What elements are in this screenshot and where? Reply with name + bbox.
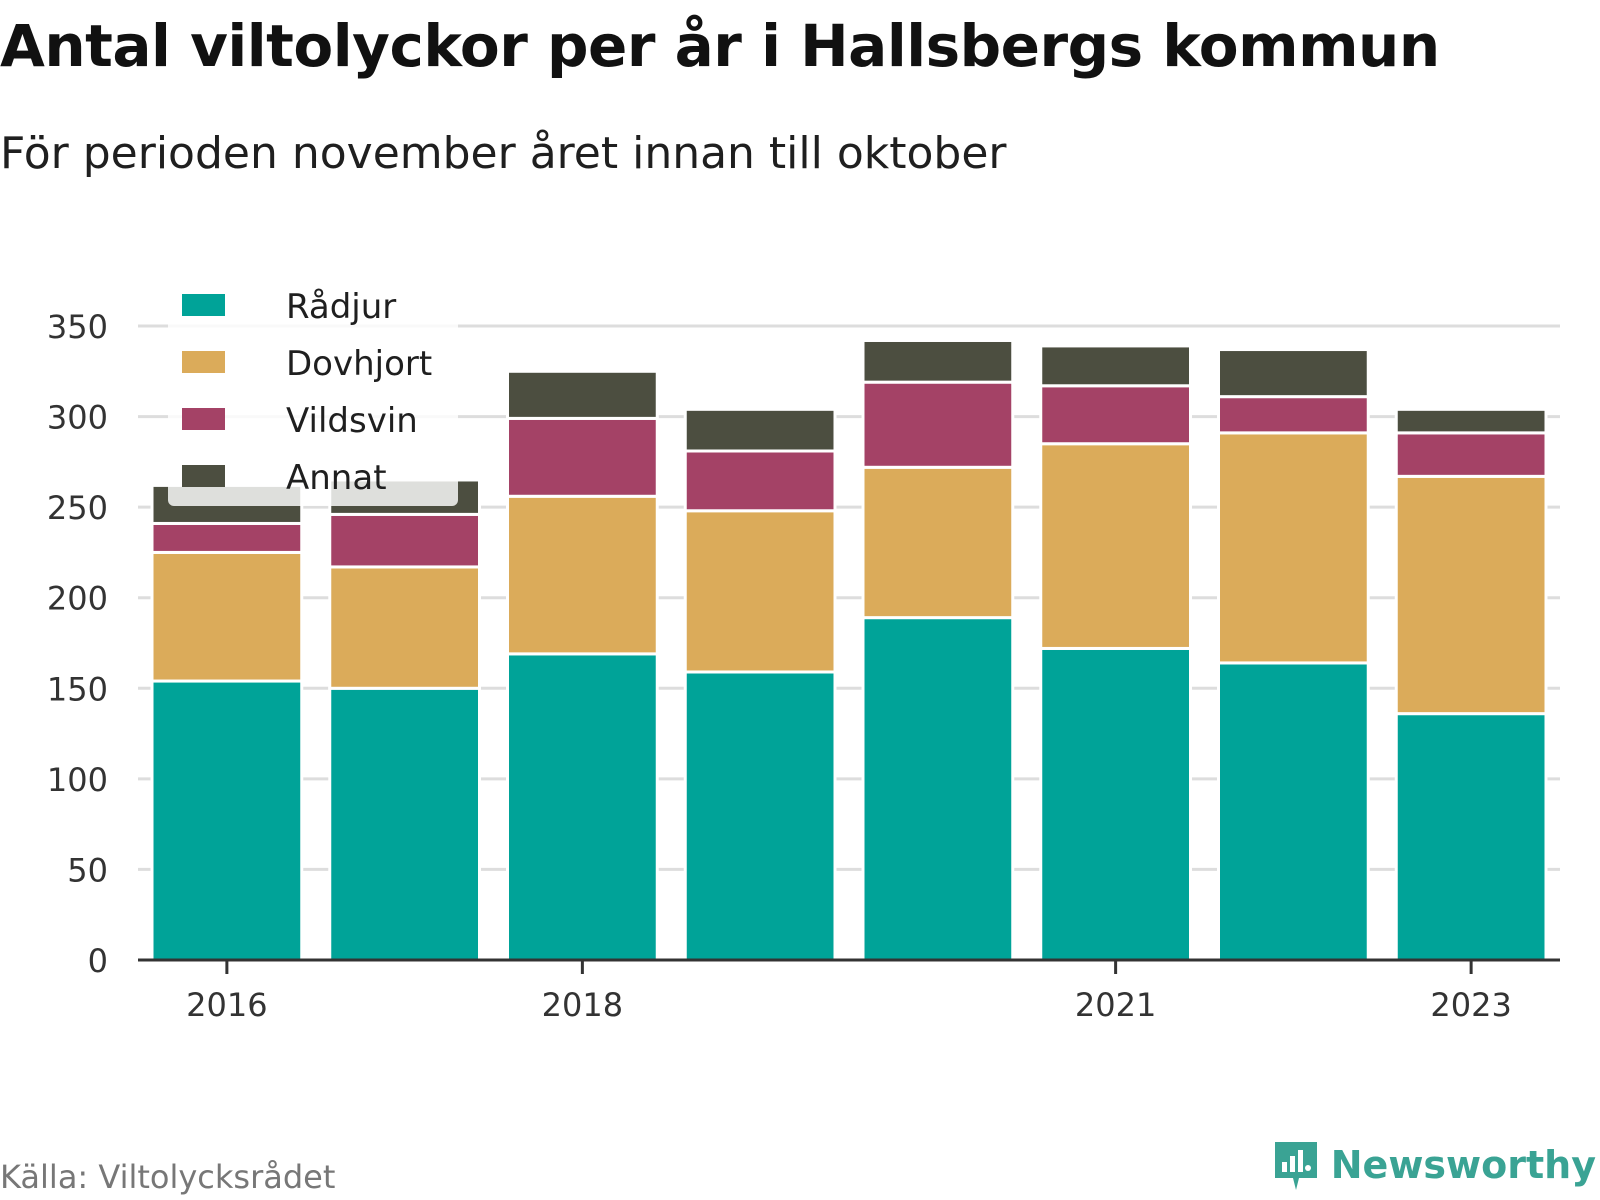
bar-segment-annat (683, 407, 837, 453)
bar-segment-rådjur (861, 616, 1015, 962)
stacked-bar-chart: 0 50 100 150 200 250 300 350 2016 2018 2021 2023 R… (46, 282, 1560, 1024)
chart-title: Antal viltolyckor per år i Hallsbergs ko… (0, 12, 1440, 80)
legend-swatch-vildsvin (182, 408, 225, 430)
legend: Rådjur Dovhjort Vildsvin Annat (168, 282, 458, 506)
bar-segment-annat (506, 369, 659, 420)
bar-segment-vildsvin (150, 521, 304, 554)
bar-segment-dovhjort (683, 509, 837, 674)
bar-stack-2018 (506, 369, 659, 962)
bars (150, 338, 1548, 962)
x-tick-label: 2023 (1430, 986, 1511, 1024)
y-tick-label: 350 (47, 308, 108, 346)
chart-subtitle: För perioden november året innan till ok… (0, 128, 1007, 179)
bar-segment-vildsvin (1217, 395, 1370, 435)
x-tick-label: 2016 (186, 986, 267, 1024)
legend-background (168, 282, 458, 506)
bar-segment-annat (1217, 348, 1370, 399)
legend-label: Annat (286, 458, 387, 498)
y-tick-label: 50 (67, 851, 108, 889)
y-tick-label: 300 (47, 399, 108, 437)
bar-segment-rådjur (1394, 712, 1548, 962)
bar-segment-rådjur (683, 670, 837, 962)
newsworthy-logo-icon (1274, 1142, 1317, 1190)
bar-segment-rådjur (150, 679, 304, 962)
bar-stack-2023 (1394, 407, 1548, 962)
bar-segment-vildsvin (861, 380, 1015, 469)
legend-swatch-annat (182, 465, 225, 487)
x-tick-label: 2021 (1075, 986, 1156, 1024)
bar-stack-2020 (861, 338, 1015, 962)
legend-label: Dovhjort (286, 344, 432, 384)
bar-stack-2022 (1217, 348, 1370, 962)
source-note: Källa: Viltolycksrådet (0, 1158, 336, 1196)
bar-segment-dovhjort (1394, 474, 1548, 716)
bar-stack-2019 (683, 407, 837, 962)
bar-segment-dovhjort (1039, 442, 1192, 650)
bar-segment-dovhjort (150, 550, 304, 683)
bar-segment-dovhjort (506, 494, 659, 656)
legend-swatch-dovhjort (182, 351, 225, 373)
bar-segment-dovhjort (861, 465, 1015, 620)
y-tick-label: 100 (47, 761, 108, 799)
bar-segment-vildsvin (683, 449, 837, 513)
bar-segment-vildsvin (1394, 431, 1548, 478)
bar-stack-2021 (1039, 344, 1192, 962)
bar-segment-dovhjort (1217, 431, 1370, 665)
bar-segment-dovhjort (328, 565, 481, 690)
bar-segment-rådjur (328, 686, 481, 962)
bar-segment-vildsvin (506, 416, 659, 498)
y-axis-tick-labels: 0 50 100 150 200 250 300 350 (47, 308, 108, 980)
bar-stack-2017 (328, 478, 481, 962)
bar-segment-annat (1039, 344, 1192, 388)
legend-label: Vildsvin (286, 401, 418, 441)
legend-label: Rådjur (286, 287, 396, 327)
bar-segment-rådjur (1039, 646, 1192, 962)
bar-segment-vildsvin (328, 512, 481, 569)
bar-segment-annat (861, 338, 1015, 384)
y-tick-label: 150 (47, 670, 108, 708)
x-axis (138, 958, 1560, 974)
bar-segment-vildsvin (1039, 384, 1192, 446)
bar-segment-rådjur (506, 652, 659, 962)
y-tick-label: 200 (47, 580, 108, 618)
bar-segment-rådjur (1217, 661, 1370, 962)
x-tick-label: 2018 (542, 986, 623, 1024)
y-tick-label: 250 (47, 489, 108, 527)
legend-swatch-rådjur (182, 294, 225, 316)
brand-name: Newsworthy (1330, 1143, 1596, 1187)
y-tick-label: 0 (88, 942, 108, 980)
x-axis-tick-labels: 2016 2018 2021 2023 (186, 986, 1512, 1024)
bar-stack-2016 (150, 483, 304, 962)
bar-segment-annat (1394, 407, 1548, 435)
brand-logo: Newsworthy (1271, 1138, 1596, 1192)
